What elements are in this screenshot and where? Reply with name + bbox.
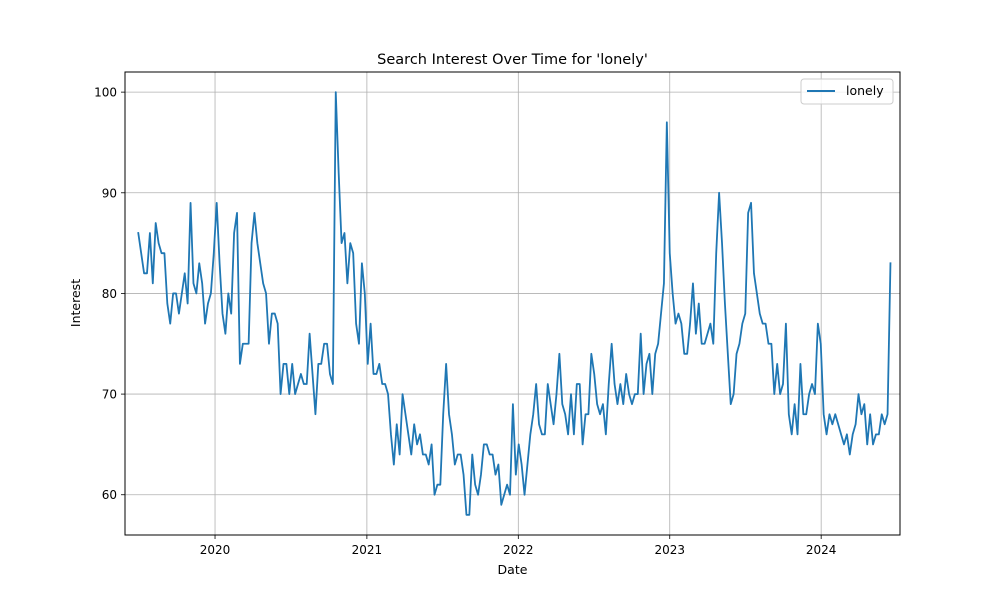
x-tick-label: 2023 <box>654 543 685 557</box>
x-tick-label: 2021 <box>352 543 383 557</box>
x-axis-ticks: 2020 2021 2022 2023 2024 <box>200 535 837 557</box>
x-tick-label: 2022 <box>503 543 534 557</box>
plot-area-frame <box>124 71 901 536</box>
series-layer <box>137 91 892 516</box>
legend-label: lonely <box>846 83 884 98</box>
x-tick-label: 2024 <box>806 543 837 557</box>
legend: lonely <box>800 78 894 105</box>
series-line-lonely <box>137 91 892 516</box>
x-axis-label: Date <box>498 562 528 577</box>
legend-box <box>800 78 894 105</box>
y-tick-label: 90 <box>102 186 117 200</box>
grid-lines <box>125 72 900 535</box>
y-axis-label: Interest <box>68 279 83 327</box>
chart-title: Search Interest Over Time for 'lonely' <box>377 52 648 68</box>
y-tick-label: 80 <box>102 287 117 301</box>
y-tick-label: 70 <box>102 388 117 402</box>
y-axis-ticks: 60 70 80 90 100 <box>94 86 125 502</box>
x-tick-label: 2020 <box>200 543 231 557</box>
y-tick-label: 100 <box>94 86 117 100</box>
y-tick-label: 60 <box>102 488 117 502</box>
